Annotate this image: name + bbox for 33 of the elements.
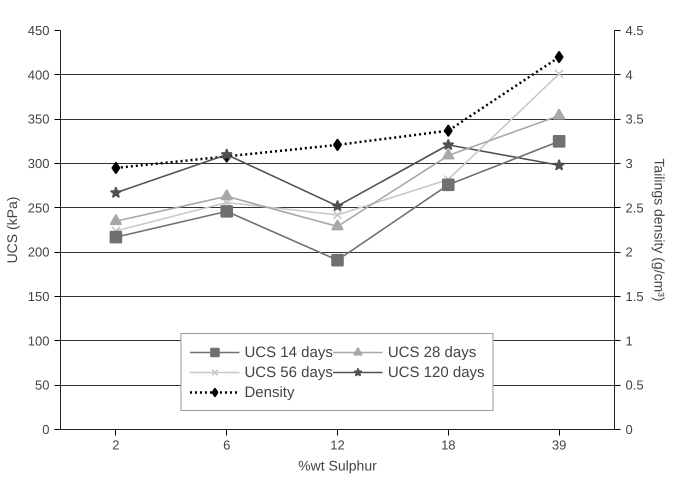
- y2-tick-label: 2: [626, 244, 633, 260]
- y2-tick-label: 0: [626, 422, 633, 437]
- y2-tick-label: 1.5: [626, 289, 644, 304]
- y-tick-label: 150: [28, 289, 50, 304]
- x-axis-title: %wt Sulphur: [298, 458, 378, 474]
- y2-tick-label: 3: [626, 156, 633, 171]
- y2-axis-title: Tailings density (g/cm³): [652, 158, 668, 302]
- legend-label: UCS 56 days: [244, 362, 333, 382]
- y-tick-label: 100: [28, 333, 50, 348]
- y-tick-label: 400: [28, 67, 50, 82]
- legend-label: UCS 14 days: [244, 342, 333, 362]
- y-tick-label: 300: [28, 156, 50, 171]
- y-axis-title: UCS (kPa): [4, 196, 20, 264]
- x-tick-label: 39: [552, 438, 566, 452]
- y-tick-label: 200: [28, 244, 50, 260]
- y-tick-label: 50: [35, 378, 50, 393]
- y2-tick-label: 2.5: [626, 200, 644, 216]
- x-tick-label: 2: [112, 438, 120, 452]
- y2-tick-label: 0.5: [626, 378, 644, 393]
- y2-tick-label: 1: [626, 333, 633, 348]
- y2-tick-label: 3.5: [626, 112, 644, 127]
- x-tick-label: 6: [223, 438, 230, 452]
- y2-tick-label: 4.5: [626, 23, 644, 38]
- legend-label: UCS 120 days: [388, 362, 485, 382]
- y-tick-label: 450: [28, 23, 50, 38]
- y-tick-label: 0: [42, 422, 50, 437]
- y2-tick-label: 4: [626, 67, 633, 82]
- y-tick-label: 250: [28, 200, 50, 216]
- x-tick-label: 18: [441, 438, 456, 452]
- legend-label: Density: [244, 382, 294, 402]
- x-tick-label: 12: [330, 438, 345, 452]
- legend-label: UCS 28 days: [388, 342, 476, 362]
- y-tick-label: 350: [28, 112, 50, 127]
